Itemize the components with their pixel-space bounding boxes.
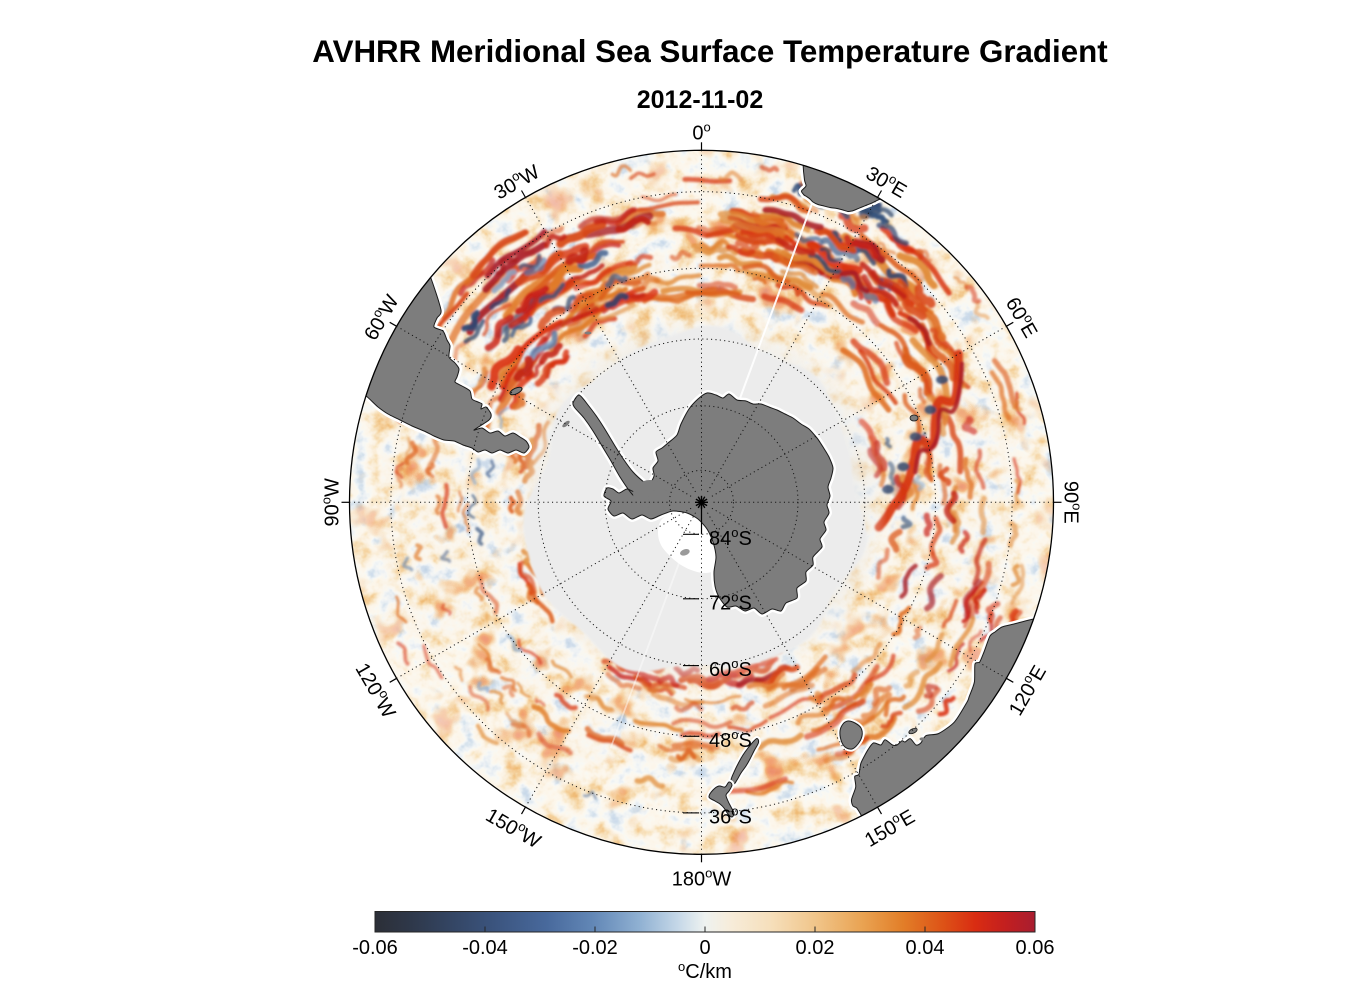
svg-text:84oS: 84oS xyxy=(709,525,752,550)
svg-text:90oE: 90oE xyxy=(1060,481,1085,524)
svg-text:oC/km: oC/km xyxy=(678,959,732,983)
svg-text:AVHRR Meridional Sea Surface T: AVHRR Meridional Sea Surface Temperature… xyxy=(312,34,1108,69)
svg-text:2012-11-02: 2012-11-02 xyxy=(637,86,764,114)
svg-text:180oW: 180oW xyxy=(672,865,732,890)
svg-text:48oS: 48oS xyxy=(709,727,752,752)
svg-text:-0.02: -0.02 xyxy=(572,937,618,959)
svg-text:0.02: 0.02 xyxy=(796,937,835,959)
svg-text:0: 0 xyxy=(699,937,710,959)
svg-text:-0.04: -0.04 xyxy=(462,937,508,959)
svg-text:60oS: 60oS xyxy=(709,656,752,681)
svg-text:-0.06: -0.06 xyxy=(352,937,398,959)
svg-text:36oS: 36oS xyxy=(709,803,752,828)
svg-text:0.06: 0.06 xyxy=(1016,937,1055,959)
svg-text:0.04: 0.04 xyxy=(906,937,945,959)
svg-text:72oS: 72oS xyxy=(709,589,752,614)
